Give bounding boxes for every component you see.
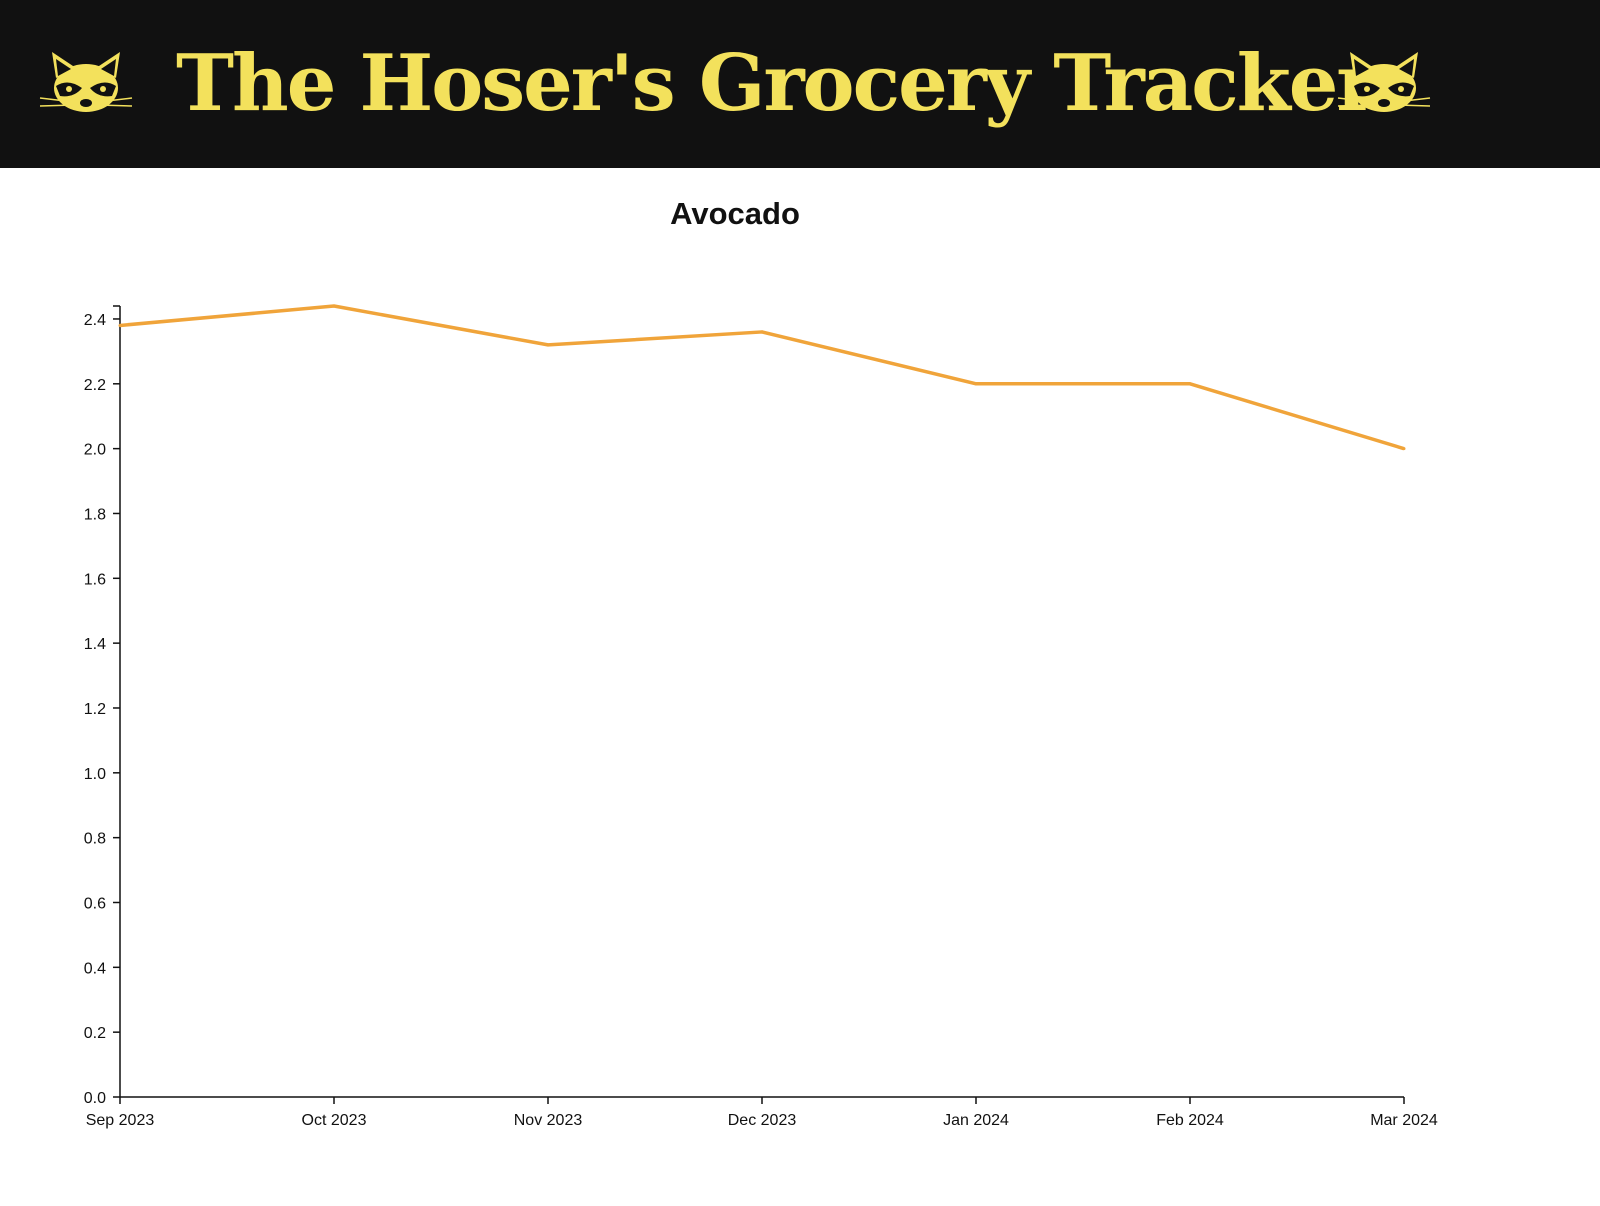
y-tick-label: 1.2 [84, 701, 106, 718]
data-point [546, 343, 550, 347]
data-point [974, 382, 978, 386]
data-point [1402, 447, 1406, 451]
x-tick-label: Sep 2023 [86, 1112, 155, 1129]
x-tick-label: Jan 2024 [943, 1112, 1009, 1129]
series-line [119, 304, 1405, 451]
app-header: The Hoser's Grocery Tracker [0, 0, 1600, 168]
raccoon-icon [39, 52, 133, 112]
y-tick-label: 2.4 [84, 312, 106, 329]
y-tick-label: 0.4 [84, 960, 106, 977]
y-tick-label: 0.6 [84, 895, 106, 912]
raccoon-icon [1337, 52, 1431, 112]
y-tick-label: 1.4 [84, 636, 106, 653]
y-axis: 0.0 0.2 0.4 0.6 0.8 1.0 1.2 1.4 1.6 1.8 2.0 2.2 2.4 [84, 305, 121, 1107]
x-tick-label: Mar 2024 [1370, 1112, 1438, 1129]
y-tick-label: 0.8 [84, 831, 106, 848]
y-tick-label: 2.2 [84, 377, 106, 394]
app-title: The Hoser's Grocery Tracker [176, 38, 1378, 129]
data-point [118, 323, 122, 327]
y-tick-label: 1.0 [84, 766, 106, 783]
x-tick-label: Oct 2023 [302, 1112, 367, 1129]
y-tick-label: 0.0 [84, 1090, 106, 1107]
chart-title: Avocado [670, 196, 800, 231]
x-tick-label: Nov 2023 [514, 1112, 583, 1129]
data-point [1188, 382, 1192, 386]
data-point [760, 330, 764, 334]
y-tick-label: 0.2 [84, 1025, 106, 1042]
series-layer [118, 304, 1406, 451]
x-tick-label: Feb 2024 [1156, 1112, 1224, 1129]
y-tick-label: 1.6 [84, 571, 106, 588]
y-tick-label: 1.8 [84, 506, 106, 523]
x-axis: Sep 2023 Oct 2023 Nov 2023 Dec 2023 Jan 2024… [86, 1096, 1438, 1129]
data-point [332, 304, 336, 308]
y-tick-label: 2.0 [84, 442, 106, 459]
x-tick-label: Dec 2023 [728, 1112, 797, 1129]
